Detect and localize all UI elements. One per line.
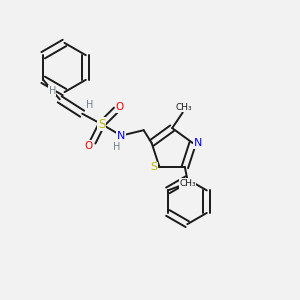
Text: N: N: [194, 138, 202, 148]
Text: CH₃: CH₃: [179, 179, 196, 188]
Text: O: O: [116, 102, 124, 112]
Text: S: S: [98, 118, 105, 131]
Text: O: O: [84, 141, 92, 151]
Text: CH₃: CH₃: [176, 103, 193, 112]
Text: N: N: [117, 130, 125, 141]
Text: H: H: [49, 86, 56, 96]
Text: S: S: [151, 162, 158, 172]
Text: H: H: [113, 142, 120, 152]
Text: H: H: [86, 100, 93, 110]
